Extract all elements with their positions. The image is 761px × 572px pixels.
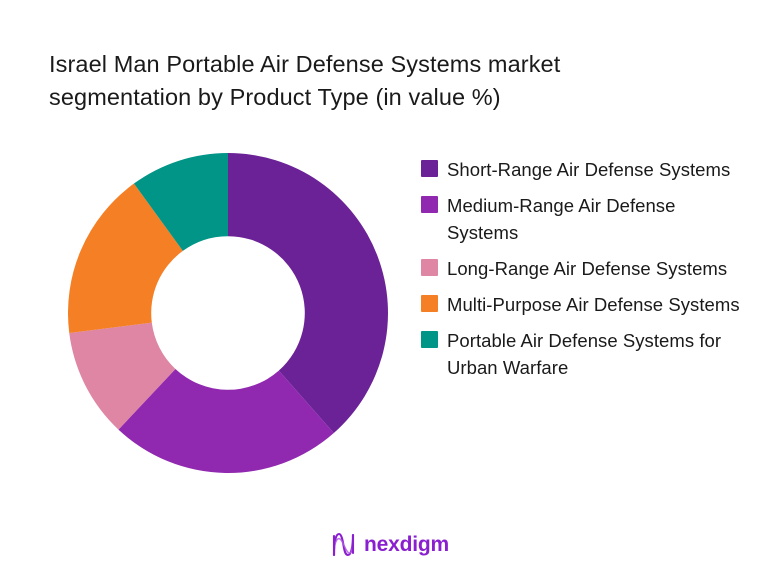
legend-swatch-icon <box>421 160 438 177</box>
nexdigm-logo: nexdigm <box>331 531 449 558</box>
donut-slice-group <box>68 153 388 473</box>
legend-item[interactable]: Long-Range Air Defense Systems <box>421 255 761 282</box>
legend-swatch-icon <box>421 196 438 213</box>
legend-item-label: Long-Range Air Defense Systems <box>447 258 728 279</box>
donut-slice[interactable] <box>68 183 183 334</box>
page-title: Israel Man Portable Air Defense Systems … <box>49 51 561 110</box>
legend-item[interactable]: Portable Air Defense Systems for Urban W… <box>421 327 761 381</box>
legend-swatch-icon <box>421 331 438 348</box>
legend-item-label: Short-Range Air Defense Systems <box>447 159 731 180</box>
donut-slice[interactable] <box>228 153 388 434</box>
nexdigm-mark-icon <box>332 532 355 557</box>
legend-item-label: Multi-Purpose Air Defense Systems <box>447 294 740 315</box>
donut-slice[interactable] <box>69 322 176 430</box>
brand-name: nexdigm <box>364 533 449 556</box>
legend-item[interactable]: Medium-Range Air Defense Systems <box>421 192 761 246</box>
donut-slice[interactable] <box>118 368 334 473</box>
donut-slice[interactable] <box>133 153 228 251</box>
legend-item-label: Medium-Range Air Defense Systems <box>447 195 676 243</box>
legend-item[interactable]: Multi-Purpose Air Defense Systems <box>421 291 761 318</box>
donut-chart-svg <box>68 153 388 473</box>
legend-item-label: Portable Air Defense Systems for Urban W… <box>447 330 722 378</box>
legend-item[interactable]: Short-Range Air Defense Systems <box>421 156 761 183</box>
legend-swatch-icon <box>421 295 438 312</box>
chart-legend: Short-Range Air Defense Systems Medium-Ra… <box>421 156 761 390</box>
legend-swatch-icon <box>421 259 438 276</box>
donut-chart <box>68 153 388 473</box>
